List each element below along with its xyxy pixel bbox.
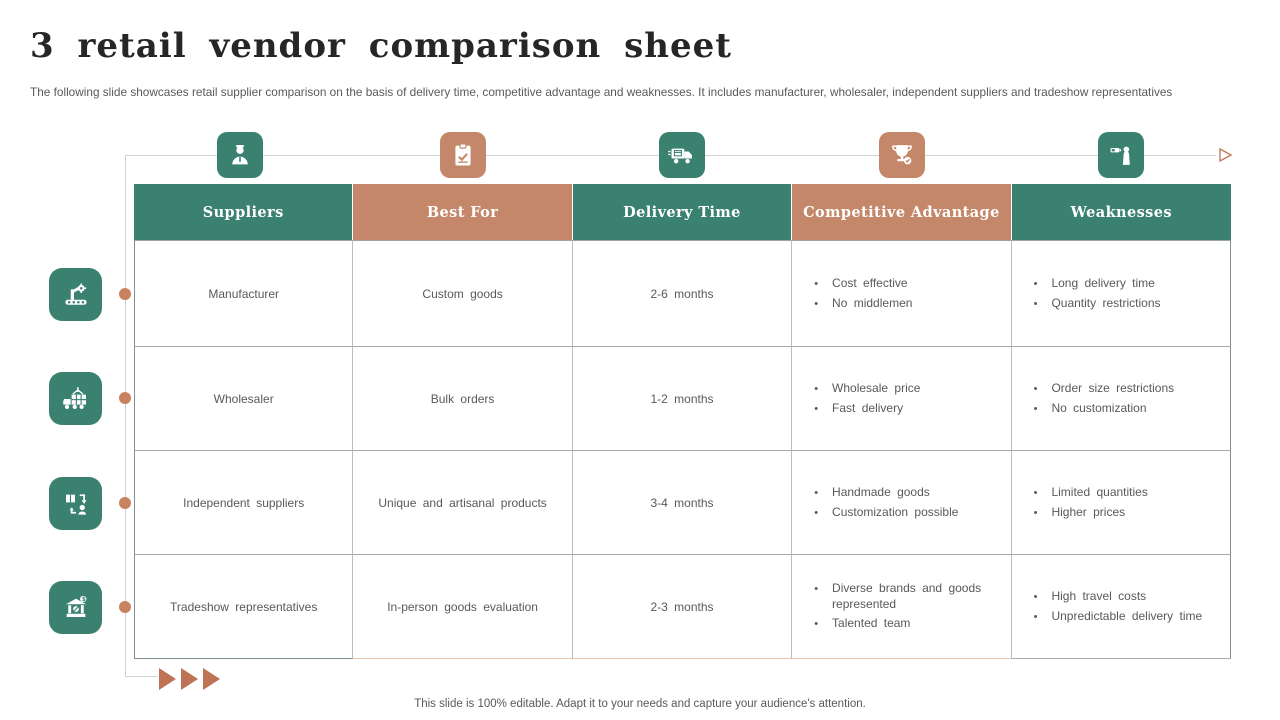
- advantages-cell: Handmade goods Customization possible: [792, 451, 1012, 555]
- best-for-cell: Unique and artisanal products: [353, 451, 573, 555]
- header-label: Weaknesses: [1070, 203, 1172, 221]
- delivery-time-cell: 2-6 months: [572, 240, 793, 347]
- delivery-truck-icon: [659, 132, 705, 178]
- svg-text:$: $: [81, 597, 85, 603]
- row-dot: [119, 601, 131, 613]
- weaknesses-cell: Limited quantities Higher prices: [1011, 451, 1231, 555]
- best-for-cell: Bulk orders: [353, 347, 573, 451]
- weaknesses-cell: Order size restrictions No customization: [1011, 347, 1231, 451]
- connector-elbow-line: [125, 676, 158, 677]
- bullet-item: Wholesale price: [814, 381, 920, 397]
- page-subtitle: The following slide showcases retail sup…: [30, 85, 1173, 99]
- column-header-weaknesses: Weaknesses: [1011, 184, 1231, 240]
- tradeshow-booth-icon: $: [49, 581, 102, 634]
- factory-robot-arm-icon: [49, 268, 102, 321]
- bullet-item: Customization possible: [814, 505, 958, 521]
- supplier-person-icon: [217, 132, 263, 178]
- bullet-item: Long delivery time: [1034, 276, 1161, 292]
- delivery-time-cell: 3-4 months: [572, 451, 793, 555]
- weaknesses-cell: Long delivery time Quantity restrictions: [1011, 240, 1231, 347]
- bullet-item: No middlemen: [814, 296, 912, 312]
- bullet-item: Quantity restrictions: [1034, 296, 1160, 312]
- header-label: Suppliers: [202, 203, 284, 221]
- advantages-cell: Diverse brands and goods represented Tal…: [792, 555, 1012, 659]
- page-title: 3 retail vendor comparison sheet: [30, 26, 732, 66]
- advantages-cell: Wholesale price Fast delivery: [792, 347, 1012, 451]
- delivery-time-cell: 2-3 months: [572, 555, 793, 659]
- weaknesses-cell: High travel costs Unpredictable delivery…: [1011, 555, 1231, 659]
- best-for-cell: In-person goods evaluation: [353, 555, 573, 659]
- supplier-name-cell: Tradeshow representatives: [134, 555, 354, 659]
- low-energy-person-icon: [1098, 132, 1144, 178]
- bullet-item: Fast delivery: [814, 401, 920, 417]
- bullet-item: Higher prices: [1034, 505, 1148, 521]
- bullet-item: No customization: [1034, 401, 1175, 417]
- trophy-icon: [879, 132, 925, 178]
- column-header-competitive-advantage: Competitive Advantage: [792, 184, 1012, 240]
- header-label: Delivery Time: [623, 203, 741, 221]
- best-for-cell: Custom goods: [353, 240, 573, 347]
- right-open-arrow-icon: [1218, 147, 1234, 168]
- row-dot: [119, 497, 131, 509]
- column-header-best-for: Best For: [353, 184, 573, 240]
- bullet-item: Unpredictable delivery time: [1034, 609, 1202, 625]
- advantages-cell: Cost effective No middlemen: [792, 240, 1012, 347]
- bullet-item: Cost effective: [814, 276, 912, 292]
- bullet-item: Limited quantities: [1034, 485, 1147, 501]
- editable-note: This slide is 100% editable. Adapt it to…: [414, 698, 866, 710]
- supplier-name-cell: Independent suppliers: [134, 451, 354, 555]
- bullet-item: High travel costs: [1034, 589, 1203, 605]
- row-dot: [119, 392, 131, 404]
- bullet-item: Diverse brands and goods represented: [814, 581, 1002, 612]
- header-label: Competitive Advantage: [803, 203, 1000, 221]
- bullet-item: Order size restrictions: [1034, 381, 1174, 397]
- clipboard-approval-icon: [440, 132, 486, 178]
- vertical-connector-line: [125, 155, 126, 676]
- row-dot: [119, 288, 131, 300]
- header-label: Best For: [426, 203, 499, 221]
- column-header-suppliers: Suppliers: [134, 184, 354, 240]
- delivery-time-cell: 1-2 months: [572, 347, 793, 451]
- supplier-name-cell: Manufacturer: [134, 240, 354, 347]
- forward-triangles-icon: [159, 668, 220, 690]
- supply-exchange-icon: [49, 477, 102, 530]
- column-header-delivery-time: Delivery Time: [572, 184, 793, 240]
- supplier-name-cell: Wholesaler: [134, 347, 354, 451]
- bullet-item: Talented team: [814, 616, 1002, 632]
- cargo-truck-crane-icon: [49, 372, 102, 425]
- bullet-item: Handmade goods: [814, 485, 958, 501]
- comparison-table: Suppliers Best For Delivery Time Competi…: [134, 184, 1231, 659]
